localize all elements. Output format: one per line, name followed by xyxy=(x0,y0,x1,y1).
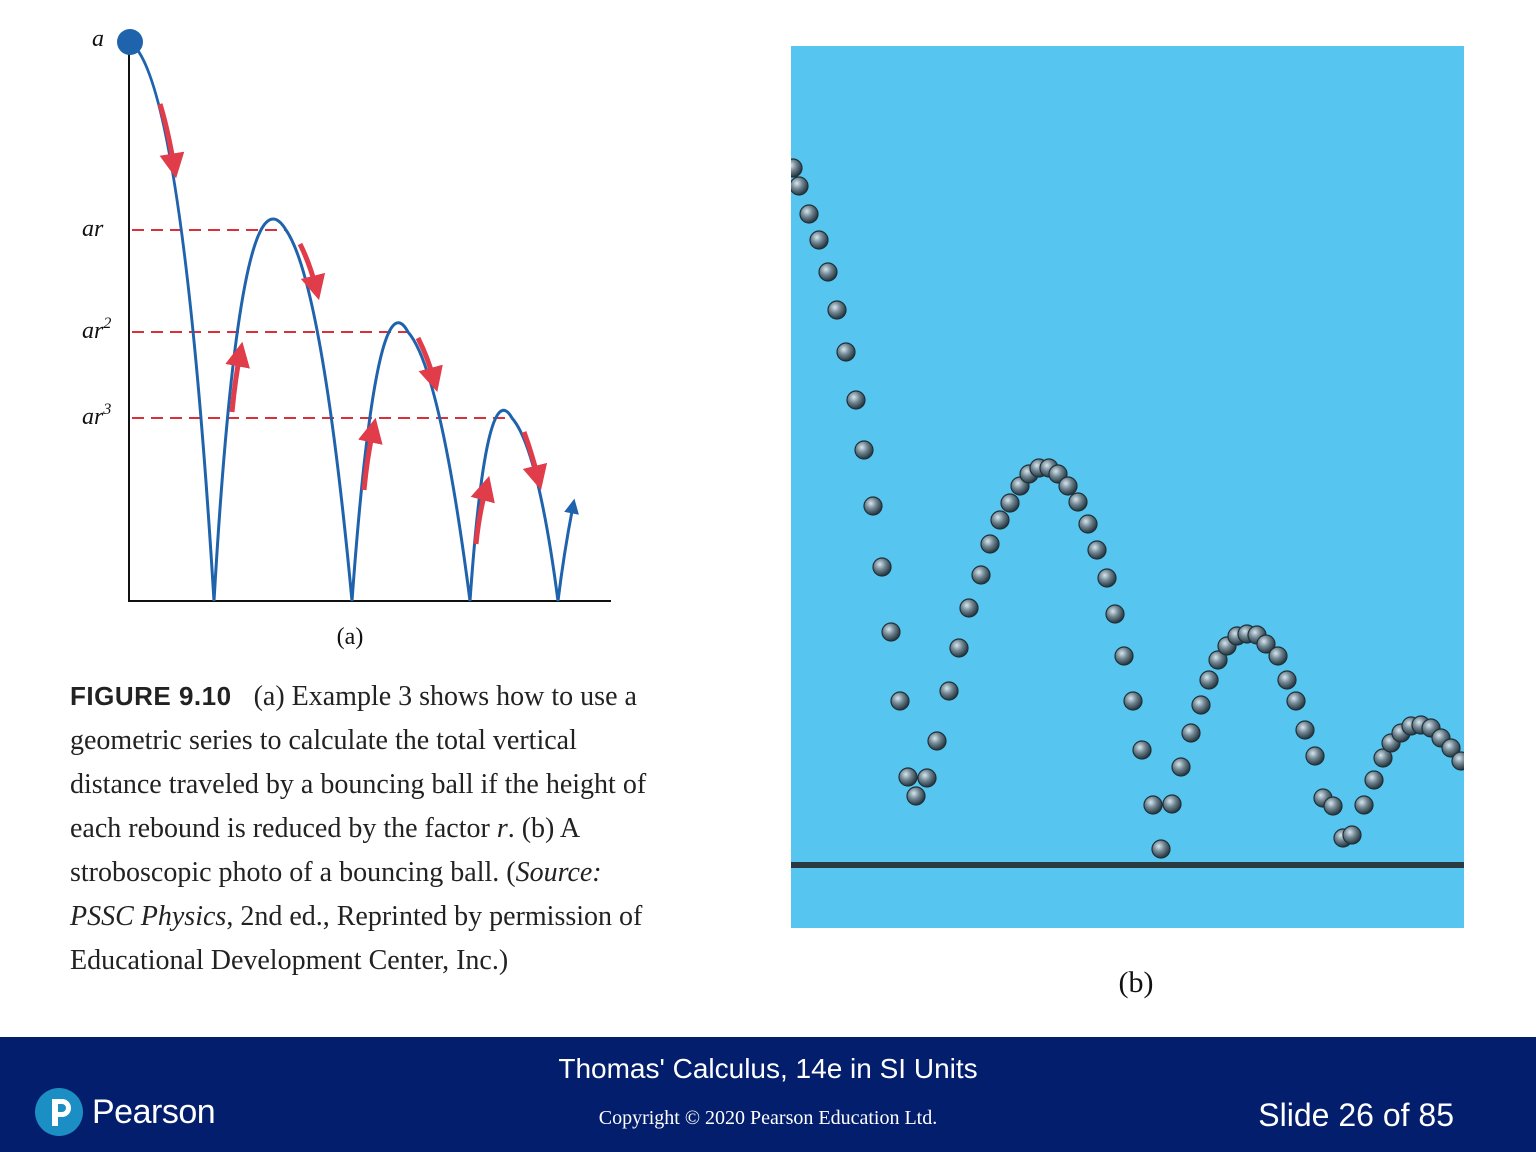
label-ar2-base: ar xyxy=(82,318,104,344)
strobe-ball xyxy=(791,158,803,178)
strobe-ball xyxy=(1114,646,1134,666)
strobe-ball xyxy=(872,557,892,577)
part-label-a: (a) xyxy=(336,624,364,650)
strobe-ball xyxy=(990,510,1010,530)
strobe-ball xyxy=(1373,748,1393,768)
label-ar2: ar2 xyxy=(82,315,111,344)
strobe-ball xyxy=(1068,492,1088,512)
stroboscopic-photo xyxy=(791,46,1464,928)
caption-source: Source: PSSC Physics xyxy=(70,857,602,932)
strobe-ball xyxy=(906,786,926,806)
slide-footer: Pearson Thomas' Calculus, 14e in SI Unit… xyxy=(0,1037,1536,1152)
strobe-ball xyxy=(1132,740,1152,760)
strobe-ball xyxy=(846,390,866,410)
strobe-ball xyxy=(881,622,901,642)
strobe-ball xyxy=(949,638,969,658)
strobe-ball xyxy=(1277,670,1297,690)
label-ar3-base: ar xyxy=(82,404,104,430)
ball-trail xyxy=(791,158,1464,859)
caption-r: r xyxy=(496,813,508,844)
strobe-ball xyxy=(1286,691,1306,711)
strobe-ball xyxy=(959,598,979,618)
strobe-ball xyxy=(799,204,819,224)
pearson-p-icon xyxy=(35,1088,83,1136)
strobe-ball xyxy=(1000,493,1020,513)
strobe-ball xyxy=(1441,738,1461,758)
bounce-curve xyxy=(129,40,579,602)
caption-text-3: , 2nd ed., Reprinted by permission of Ed… xyxy=(70,901,643,976)
caption-text-1: (a) Example 3 shows how to use a geometr… xyxy=(70,681,647,844)
strobe-ball xyxy=(854,440,874,460)
copyright-notice: Copyright © 2020 Pearson Education Ltd. xyxy=(598,1107,938,1129)
strobe-ball xyxy=(1364,770,1384,790)
strobe-ball xyxy=(898,767,918,787)
down-arrow-2 xyxy=(297,242,326,301)
strobe-ball xyxy=(939,681,959,701)
strobe-ball xyxy=(927,731,947,751)
strobe-ball xyxy=(1268,646,1288,666)
strobe-ball xyxy=(1342,825,1362,845)
slide-number: Slide 26 of 85 xyxy=(1258,1097,1454,1133)
label-a: a xyxy=(92,26,104,52)
label-ar: ar xyxy=(82,216,104,242)
strobe-ball xyxy=(1181,723,1201,743)
strobe-ball xyxy=(836,342,856,362)
pearson-logo: Pearson xyxy=(34,1087,216,1137)
down-arrow-1 xyxy=(157,103,185,179)
book-title: Thomas' Calculus, 14e in SI Units xyxy=(558,1053,978,1084)
up-arrow-1 xyxy=(225,341,250,413)
up-arrow-2 xyxy=(358,417,383,491)
strobe-ball xyxy=(1199,670,1219,690)
floor-line xyxy=(791,862,1464,868)
up-arrow-3 xyxy=(470,475,495,545)
strobe-ball xyxy=(917,768,937,788)
strobe-ball xyxy=(1143,795,1163,815)
caption-text-2: . (b) A stroboscopic photo of a bouncing… xyxy=(70,813,579,888)
part-label-b: (b) xyxy=(1118,966,1154,999)
down-arrow-4 xyxy=(521,431,548,491)
strobe-ball xyxy=(1256,634,1276,654)
strobe-ball xyxy=(1295,720,1315,740)
strobe-ball xyxy=(1171,757,1191,777)
down-arrow-3 xyxy=(415,336,443,393)
strobe-ball xyxy=(809,230,829,250)
strobe-ball xyxy=(1354,795,1374,815)
strobe-ball xyxy=(1087,540,1107,560)
strobe-ball xyxy=(1451,751,1464,771)
strobe-ball xyxy=(1105,604,1125,624)
pearson-wordmark: Pearson xyxy=(92,1092,216,1131)
ball-start xyxy=(117,29,143,55)
strobe-ball xyxy=(890,691,910,711)
strobe-ball xyxy=(818,262,838,282)
strobe-ball xyxy=(1305,746,1325,766)
strobe-ball xyxy=(1191,695,1211,715)
bouncing-ball-diagram: a ar ar2 ar3 xyxy=(82,26,611,602)
strobe-ball xyxy=(1162,794,1182,814)
label-ar3: ar3 xyxy=(82,401,111,430)
strobe-ball xyxy=(1123,691,1143,711)
strobe-ball xyxy=(827,300,847,320)
label-ar3-exp: 3 xyxy=(102,401,111,418)
strobe-ball xyxy=(1078,514,1098,534)
strobe-ball xyxy=(1058,476,1078,496)
strobe-ball xyxy=(1151,839,1171,859)
strobe-ball xyxy=(1097,568,1117,588)
figure-label: FIGURE 9.10 xyxy=(70,681,232,711)
strobe-ball xyxy=(863,496,883,516)
strobe-ball xyxy=(1323,796,1343,816)
strobe-ball xyxy=(971,565,991,585)
figure-caption: FIGURE 9.10 (a) Example 3 shows how to us… xyxy=(70,674,650,983)
strobe-ball xyxy=(791,176,809,196)
strobe-ball xyxy=(980,534,1000,554)
strobe-ball xyxy=(1208,650,1228,670)
label-ar2-exp: 2 xyxy=(103,315,111,332)
